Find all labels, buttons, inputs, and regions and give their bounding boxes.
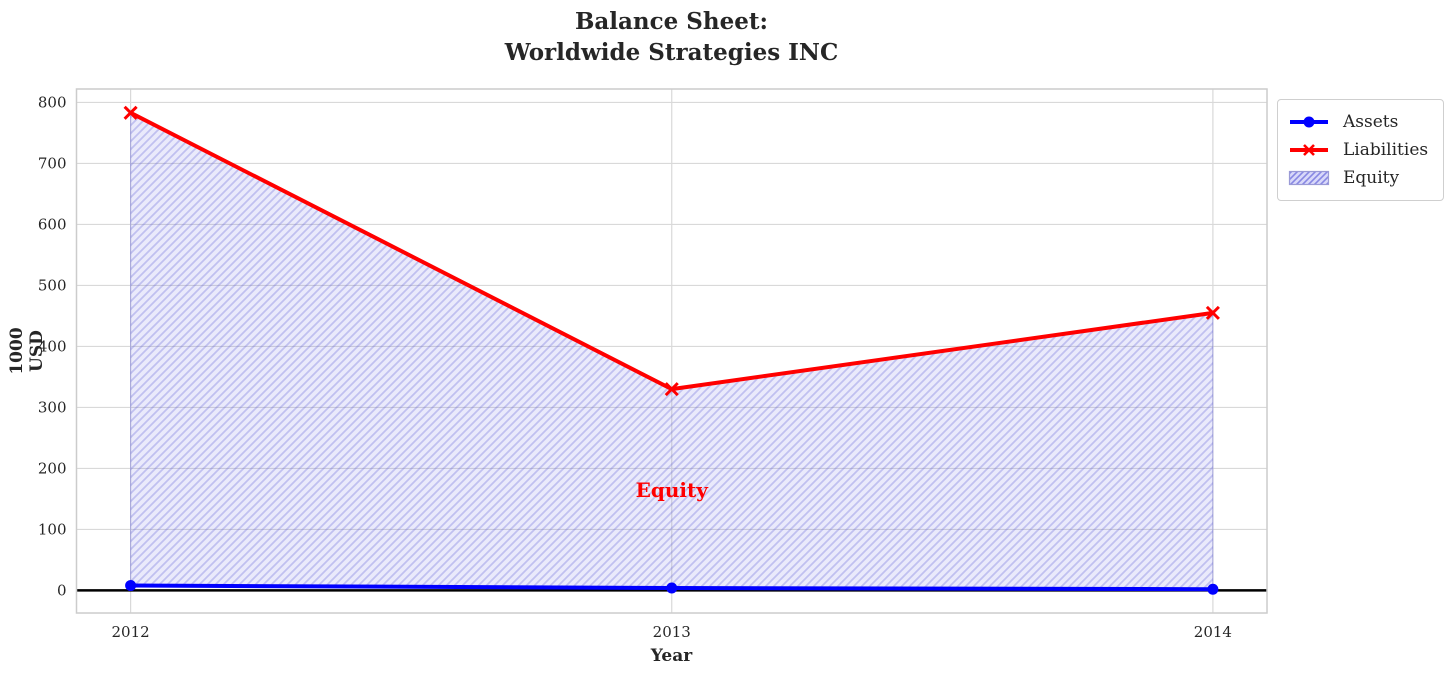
y-tick-label: 600 [38, 215, 67, 233]
y-tick-label: 300 [38, 398, 67, 416]
legend: Assets Liabilities Equity [1277, 99, 1444, 201]
y-tick-label: 700 [38, 154, 67, 172]
liabilities-line-swatch [1290, 144, 1328, 156]
legend-label-liabilities: Liabilities [1343, 140, 1429, 160]
legend-label-assets: Assets [1343, 112, 1399, 132]
x-tick-label: 2012 [112, 623, 150, 641]
chart-title: Balance Sheet: Worldwide Strategies INC [76, 6, 1267, 68]
equity-annotation: Equity [636, 478, 710, 502]
axes-border [75, 88, 1268, 614]
x-tick-label: 2014 [1194, 623, 1232, 641]
assets-marker [125, 580, 137, 592]
y-tick-label: 400 [38, 337, 67, 355]
y-tick-label: 0 [57, 581, 67, 599]
y-tick-label: 100 [38, 520, 67, 538]
y-axis-label: 1000 USD [7, 327, 47, 375]
liabilities-marker [123, 105, 138, 120]
y-tick-label: 500 [38, 276, 67, 294]
legend-item-liabilities: Liabilities [1288, 136, 1433, 164]
liabilities-marker [664, 382, 679, 397]
x-tick-label: 2013 [653, 623, 691, 641]
legend-item-equity: Equity [1288, 164, 1433, 192]
legend-label-equity: Equity [1343, 168, 1400, 188]
equity-patch-swatch [1288, 170, 1330, 186]
assets-line-swatch [1290, 116, 1328, 128]
assets-marker [1207, 583, 1219, 595]
y-tick-label: 800 [38, 93, 67, 111]
x-axis-label: Year [650, 646, 693, 666]
liabilities-marker [1205, 305, 1220, 320]
y-tick-label: 200 [38, 459, 67, 477]
chart-title-line2: Worldwide Strategies INC [504, 39, 839, 66]
chart-title-line1: Balance Sheet: [574, 8, 769, 35]
assets-marker [666, 582, 678, 594]
legend-item-assets: Assets [1288, 108, 1433, 136]
